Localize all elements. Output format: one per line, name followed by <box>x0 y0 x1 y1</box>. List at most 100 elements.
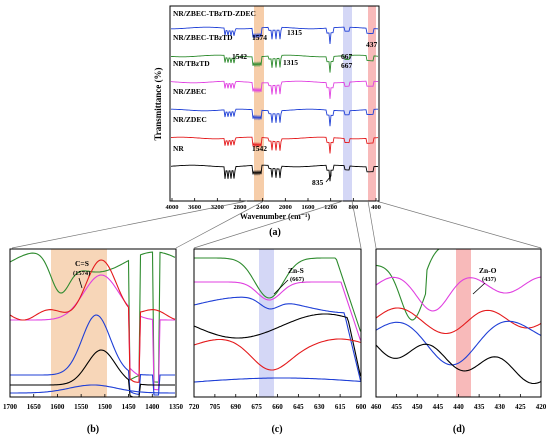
panel-b-spectra <box>9 251 176 398</box>
annotation-1315-upper: 1315 <box>287 28 302 37</box>
x-tick-label: 450 <box>412 403 423 411</box>
spectrum-black <box>193 313 362 377</box>
panel-a-x-label: Wavenumber (cm⁻¹) <box>240 212 311 221</box>
x-tick-label: 435 <box>474 403 485 411</box>
spectrum-blue <box>375 320 542 366</box>
x-tick-label: 645 <box>293 403 304 411</box>
band-437 <box>368 6 376 201</box>
panel-a: NR/ZBEC-TBzTD-ZDEC NR/ZBEC-TBzTD NR/TBzT… <box>153 5 381 238</box>
x-tick-label: 425 <box>515 403 526 411</box>
panel-d-band <box>456 249 471 397</box>
spectrum-nr-tbztd <box>170 80 379 99</box>
panel-d-annotation-leader <box>472 282 486 295</box>
panel-b-frame <box>9 248 177 398</box>
panel-c-band <box>259 249 274 397</box>
panel-d-x-ticks: 460 455 450 445 440 435 430 425 420 <box>371 394 547 411</box>
panel-d-annotation-value: (437) <box>482 276 496 283</box>
spectrum-green <box>194 257 362 332</box>
x-tick-label: 460 <box>371 403 382 411</box>
panel-a-frame <box>169 5 380 202</box>
x-tick-label: 1400 <box>145 403 160 411</box>
band-1574 <box>254 6 264 201</box>
panel-a-x-ticks: 40003600320028002400200016001200800400 <box>166 198 381 211</box>
spectrum-red <box>375 307 542 335</box>
panel-c-frame <box>193 248 362 398</box>
panel-c-annotation-label: Zn-S <box>288 266 304 275</box>
zoom-connectors <box>11 200 542 249</box>
panel-a-label: (a) <box>269 227 281 238</box>
spectrum-nr-zbec <box>171 108 378 127</box>
series-label-nr-zdec: NR/ZDEC <box>173 115 207 124</box>
x-tick-label: 1450 <box>122 403 137 411</box>
x-tick-label: 1350 <box>169 403 184 411</box>
panel-c-annotation-value: (667) <box>290 276 304 283</box>
annotation-835-leader <box>325 170 332 183</box>
panel-b-annotation-label: C=S <box>75 259 89 268</box>
x-tick-label: 690 <box>231 403 242 411</box>
panel-c: Zn-S (667) 720 705 690 675 660 645 630 615 600 (… <box>189 248 367 435</box>
panel-c-spectra <box>193 257 362 383</box>
zoom-line-b2 <box>175 200 265 249</box>
panel-c-label: (c) <box>271 424 282 435</box>
x-tick-label: 630 <box>314 403 325 411</box>
x-tick-label: 2800 <box>234 204 247 211</box>
zoom-line-c <box>193 200 344 249</box>
series-label-nr: NR <box>173 144 184 153</box>
x-tick-label: 675 <box>251 403 262 411</box>
panel-d-annotation-label: Zn-O <box>479 266 497 275</box>
x-tick-label: 455 <box>391 403 402 411</box>
x-tick-label: 445 <box>433 403 444 411</box>
spectrum-green <box>9 251 176 383</box>
zoom-line-d <box>367 200 377 249</box>
panel-b: C=S (1574) 1700 1650 1600 1550 1500 1450 1400 1… <box>3 248 184 435</box>
panel-a-y-label: Transmittance (%) <box>153 67 163 140</box>
panel-d: Zn-O (437) 460 455 450 445 440 435 430 425 420 (… <box>371 248 547 435</box>
x-tick-label: 1200 <box>324 204 337 211</box>
x-tick-label: 1700 <box>3 403 18 411</box>
panel-b-annotation-leader <box>78 277 83 289</box>
x-tick-label: 430 <box>495 403 506 411</box>
panel-a-spectra <box>170 26 379 182</box>
x-tick-label: 615 <box>335 403 346 411</box>
x-tick-label: 400 <box>371 204 381 211</box>
series-label-nr-zbec: NR/ZBEC <box>173 87 206 96</box>
spectrum-nr-zbec-tbztd <box>170 54 379 73</box>
x-tick-label: 1500 <box>98 403 113 411</box>
x-tick-label: 600 <box>356 403 367 411</box>
annotation-1542-lower: 1542 <box>252 144 267 153</box>
x-tick-label: 440 <box>453 403 464 411</box>
spectrum-blue-low <box>10 384 175 394</box>
panel-c-x-ticks: 720 705 690 675 660 645 630 615 600 <box>189 394 367 411</box>
x-tick-label: 660 <box>272 403 283 411</box>
x-tick-label: 705 <box>210 403 221 411</box>
x-tick-label: 420 <box>536 403 547 411</box>
x-tick-label: 1650 <box>27 403 42 411</box>
spectrum-nr-zdec <box>170 136 379 154</box>
spectrum-magenta <box>194 281 362 341</box>
x-tick-label: 1550 <box>74 403 89 411</box>
series-label-nr-zbec-tbztd-zdec: NR/ZBEC-TBzTD-ZDEC <box>173 9 256 18</box>
series-label-nr-zbec-tbztd: NR/ZBEC-TBzTD <box>173 33 233 42</box>
spectrum-blue <box>193 296 362 381</box>
spectrum-red <box>9 259 176 383</box>
panel-b-label: (b) <box>87 424 99 435</box>
x-tick-label: 3200 <box>211 204 224 211</box>
x-tick-label: 3600 <box>188 204 201 211</box>
panel-b-annotation-value: (1574) <box>73 270 90 277</box>
spectrum-red <box>193 338 361 371</box>
spectrum-nr <box>170 164 379 182</box>
annotation-1574: 1574 <box>252 33 267 42</box>
spectrum-black <box>10 349 175 398</box>
x-tick-label: 1600 <box>302 204 315 211</box>
annotation-1542-upper: 1542 <box>232 52 247 61</box>
x-tick-label: 1600 <box>50 403 65 411</box>
x-tick-label: 2400 <box>256 204 269 211</box>
x-tick-label: 2000 <box>279 204 292 211</box>
x-tick-label: 4000 <box>166 204 179 211</box>
spectrum-blue-low <box>193 377 361 383</box>
spectrum-black <box>375 343 542 385</box>
x-tick-label: 720 <box>189 403 200 411</box>
band-667 <box>343 6 352 201</box>
panel-b-x-ticks: 1700 1650 1600 1550 1500 1450 1400 1350 <box>3 394 184 411</box>
